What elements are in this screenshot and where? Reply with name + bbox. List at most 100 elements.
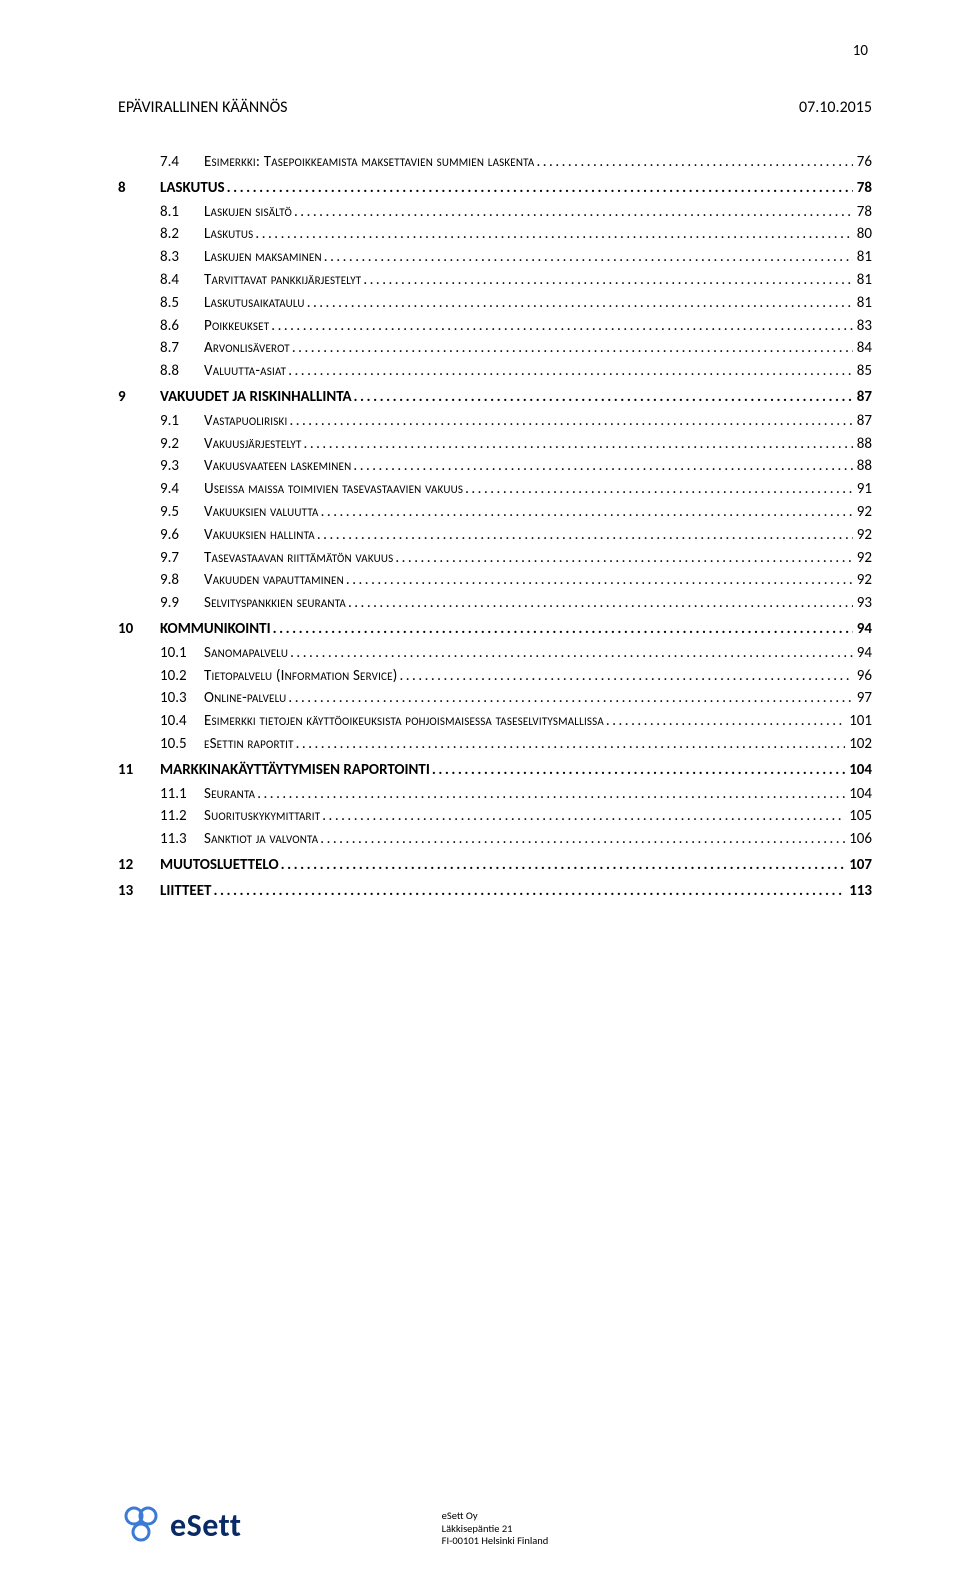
- toc-leader-dots: [465, 478, 853, 501]
- toc-entry-number: 12: [118, 854, 160, 877]
- footer-company: eSett Oy: [442, 1510, 549, 1523]
- toc-entry-page: 105: [847, 805, 872, 828]
- toc-entry-page: 78: [855, 177, 872, 200]
- toc-entry-number: 9: [118, 386, 160, 409]
- toc-leader-dots: [321, 501, 853, 524]
- toc-entry-title: Tarvittavat pankkijärjestelyt: [204, 269, 361, 292]
- toc-row: 11.2Suorituskykymittarit105: [118, 805, 872, 828]
- toc-entry-number: 9.5: [160, 501, 204, 524]
- toc-entry-page: 85: [855, 360, 872, 383]
- toc-row: 10.1Sanomapalvelu94: [118, 642, 872, 665]
- toc-row: 9.8Vakuuden vapauttaminen92: [118, 569, 872, 592]
- toc-entry-page: 94: [855, 642, 872, 665]
- toc-entry-page: 87: [855, 410, 872, 433]
- toc-entry-number: 10: [118, 618, 160, 641]
- toc-leader-dots: [289, 410, 852, 433]
- toc-leader-dots: [296, 733, 846, 756]
- toc-entry-page: 93: [855, 592, 872, 615]
- toc-entry-title: Valuutta-asiat: [204, 360, 286, 383]
- toc-entry-page: 81: [855, 246, 872, 269]
- toc-entry-page: 84: [855, 337, 872, 360]
- toc-leader-dots: [307, 292, 853, 315]
- toc-leader-dots: [324, 246, 853, 269]
- toc-entry-page: 81: [855, 269, 872, 292]
- toc-row: 9VAKUUDET JA RISKINHALLINTA87: [118, 386, 872, 409]
- toc-row: 8.5Laskutusaikataulu81: [118, 292, 872, 315]
- toc-row: 8.3Laskujen maksaminen81: [118, 246, 872, 269]
- toc-entry-number: 8.4: [160, 269, 204, 292]
- toc-entry-title: MUUTOSLUETTELO: [160, 854, 279, 877]
- toc-entry-page: 91: [855, 478, 872, 501]
- toc-row: 8.4Tarvittavat pankkijärjestelyt 81: [118, 269, 872, 292]
- toc-entry-title: Vakuusvaateen laskeminen: [204, 455, 351, 478]
- toc-entry-title: Poikkeukset: [204, 315, 269, 338]
- toc-leader-dots: [536, 151, 852, 174]
- toc-entry-title: Esimerkki: Tasepoikkeamista maksettavien…: [204, 151, 534, 174]
- toc-entry-title: Seuranta: [204, 783, 255, 806]
- header-right-date: 07.10.2015: [799, 98, 872, 117]
- toc-entry-number: 11.3: [160, 828, 204, 851]
- toc-row: 8.2Laskutus80: [118, 223, 872, 246]
- toc-leader-dots: [273, 618, 853, 641]
- toc-entry-title: eSettin raportit: [204, 733, 294, 756]
- toc-leader-dots: [257, 783, 845, 806]
- toc-row: 10.5eSettin raportit102: [118, 733, 872, 756]
- toc-leader-dots: [288, 687, 852, 710]
- toc-entry-title: Vakuuden vapauttaminen: [204, 569, 344, 592]
- toc-entry-title: Useissa maissa toimivien tasevastaavien …: [204, 478, 463, 501]
- toc-entry-title: Online-palvelu: [204, 687, 286, 710]
- toc-row: 8.6Poikkeukset 83: [118, 315, 872, 338]
- toc-leader-dots: [399, 665, 852, 688]
- toc-entry-number: 8.7: [160, 337, 204, 360]
- toc-entry-number: 13: [118, 880, 160, 903]
- toc-leader-dots: [227, 177, 853, 200]
- toc-leader-dots: [432, 759, 845, 782]
- toc-leader-dots: [292, 337, 853, 360]
- toc-leader-dots: [290, 642, 853, 665]
- toc-row: 10.4Esimerkki tietojen käyttöoikeuksista…: [118, 710, 872, 733]
- toc-row: 8.7Arvonlisäverot84: [118, 337, 872, 360]
- toc-entry-number: 9.9: [160, 592, 204, 615]
- toc-entry-number: 9.8: [160, 569, 204, 592]
- toc-row: 9.7Tasevastaavan riittämätön vakuus 92: [118, 547, 872, 570]
- toc-row: 8LASKUTUS78: [118, 177, 872, 200]
- toc-entry-page: 113: [847, 880, 872, 903]
- toc-entry-number: 11.1: [160, 783, 204, 806]
- toc-entry-title: Vakuusjärjestelyt: [204, 433, 302, 456]
- toc-row: 8.1Laskujen sisältö78: [118, 201, 872, 224]
- toc-entry-number: 11: [118, 759, 160, 782]
- toc-entry-page: 92: [855, 547, 872, 570]
- toc-entry-page: 83: [855, 315, 872, 338]
- toc-row: 9.6Vakuuksien hallinta92: [118, 524, 872, 547]
- toc-entry-page: 104: [847, 759, 872, 782]
- toc-leader-dots: [606, 710, 845, 733]
- toc-row: 9.1Vastapuoliriski87: [118, 410, 872, 433]
- toc-entry-page: 104: [847, 783, 872, 806]
- toc-entry-page: 97: [855, 687, 872, 710]
- toc-entry-title: Tasevastaavan riittämätön vakuus: [204, 547, 393, 570]
- toc-entry-number: 8.6: [160, 315, 204, 338]
- toc-leader-dots: [271, 315, 853, 338]
- toc-entry-title: VAKUUDET JA RISKINHALLINTA: [160, 386, 352, 409]
- toc-entry-title: KOMMUNIKOINTI: [160, 618, 271, 641]
- footer-address-line2: FI-00101 Helsinki Finland: [442, 1535, 549, 1548]
- toc-entry-number: 8: [118, 177, 160, 200]
- toc-entry-title: Tietopalvelu (Information Service): [204, 665, 397, 688]
- toc-leader-dots: [294, 201, 853, 224]
- footer-address: eSett Oy Läkkisepäntie 21 FI-00101 Helsi…: [442, 1510, 549, 1548]
- toc-row: 11.1Seuranta 104: [118, 783, 872, 806]
- toc-row: 8.8Valuutta-asiat85: [118, 360, 872, 383]
- toc-entry-title: Selvityspankkien seuranta: [204, 592, 346, 615]
- toc-row: 9.5Vakuuksien valuutta92: [118, 501, 872, 524]
- toc-entry-number: 9.7: [160, 547, 204, 570]
- esett-logo: eSett: [118, 1502, 241, 1548]
- toc-entry-number: 9.3: [160, 455, 204, 478]
- page-number-top: 10: [853, 42, 868, 60]
- header-left: EPÄVIRALLINEN KÄÄNNÖS: [118, 98, 288, 117]
- toc-entry-number: 9.4: [160, 478, 204, 501]
- toc-entry-title: Vakuuksien hallinta: [204, 524, 315, 547]
- toc-row: 10.3Online-palvelu97: [118, 687, 872, 710]
- toc-entry-title: LIITTEET: [160, 880, 211, 903]
- toc-leader-dots: [304, 433, 853, 456]
- toc-entry-number: 8.5: [160, 292, 204, 315]
